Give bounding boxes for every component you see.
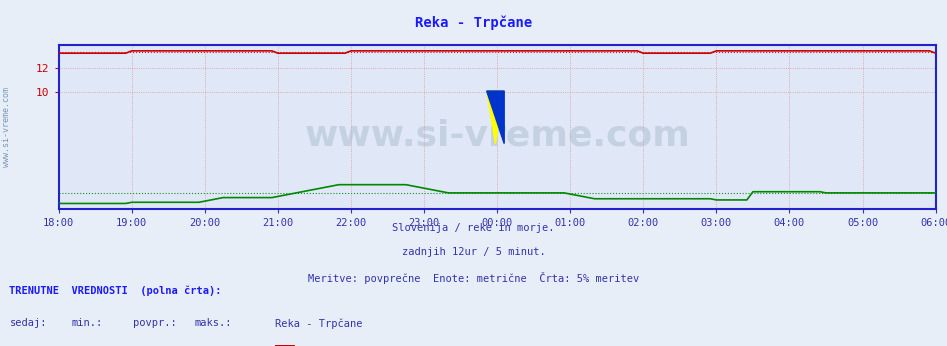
Text: sedaj:: sedaj: xyxy=(9,318,47,328)
Polygon shape xyxy=(487,91,504,144)
Text: maks.:: maks.: xyxy=(194,318,232,328)
Text: www.si-vreme.com: www.si-vreme.com xyxy=(304,118,690,152)
Text: TRENUTNE  VREDNOSTI  (polna črta):: TRENUTNE VREDNOSTI (polna črta): xyxy=(9,285,222,296)
Text: Reka - Trpčane: Reka - Trpčane xyxy=(275,318,362,329)
Text: povpr.:: povpr.: xyxy=(133,318,176,328)
Text: Reka - Trpčane: Reka - Trpčane xyxy=(415,16,532,30)
Polygon shape xyxy=(487,91,504,144)
Text: min.:: min.: xyxy=(71,318,102,328)
Text: www.si-vreme.com: www.si-vreme.com xyxy=(2,87,11,167)
Text: Slovenija / reke in morje.: Slovenija / reke in morje. xyxy=(392,223,555,233)
Text: zadnjih 12ur / 5 minut.: zadnjih 12ur / 5 minut. xyxy=(402,247,545,257)
Text: Meritve: povprečne  Enote: metrične  Črta: 5% meritev: Meritve: povprečne Enote: metrične Črta:… xyxy=(308,272,639,284)
